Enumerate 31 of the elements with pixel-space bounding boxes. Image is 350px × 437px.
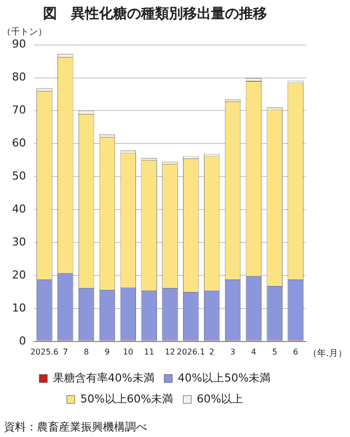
x-tick-label: 12 [164,347,176,356]
x-tick-label: 2 [209,347,214,356]
y-tick-label: 20 [12,268,26,282]
x-tick-label: 10 [123,347,134,356]
x-tick-label: 7 [62,347,68,356]
y-tick-label: 10 [12,301,26,314]
x-tick-label: 8 [84,347,89,356]
legend-label: 50%以上60%未満 [80,392,174,406]
y-tick-label: 30 [12,235,26,248]
x-tick-label: 11 [144,347,154,356]
y-tick-label: 70 [12,104,26,117]
legend-label: 60%以上 [196,392,244,406]
y-tick-label: 40 [12,202,26,216]
y-tick-label: 60 [12,136,26,150]
x-tick-label: 6 [292,347,298,356]
x-axis-title: （年.月） [308,348,347,360]
x-tick-label: 3 [230,347,236,356]
chart-title: 図 異性化糖の種類別移出量の推移 [43,5,267,22]
y-tick-label: 80 [12,70,26,84]
x-tick-label: 2026.1 [176,347,205,356]
legend-label: 40%以上50%未満 [178,371,271,384]
x-tick-label: 2025.6 [30,347,58,356]
y-axis-title: （千トン） [2,26,47,38]
legend-label: 果糖含有率40%未満 [52,371,154,384]
x-tick-label: 4 [251,347,256,356]
x-tick-label: 5 [272,347,278,356]
x-tick-label: 9 [104,347,110,356]
y-tick-label: 90 [12,38,26,51]
y-tick-label: 0 [18,334,26,348]
text: 資料：農畜産業振興機構調べ [4,420,147,434]
y-tick-label: 50 [12,169,26,182]
